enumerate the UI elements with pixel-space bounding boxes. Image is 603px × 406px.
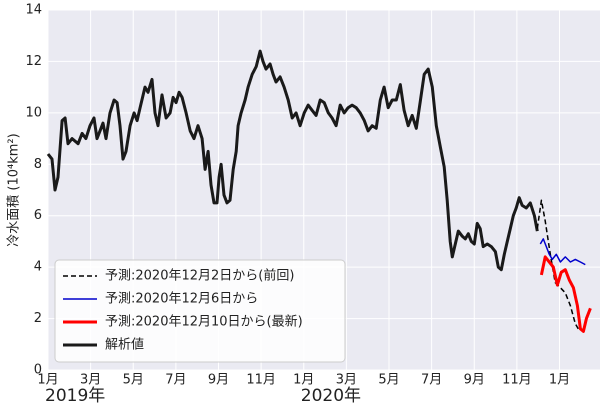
y-tick-label: 14 (25, 3, 42, 18)
y-tick-label: 2 (34, 311, 42, 326)
y-tick-label: 12 (25, 54, 42, 69)
x-tick-label: 9月 (464, 373, 485, 388)
y-tick-label: 6 (34, 208, 42, 223)
x-tick-label: 3月 (336, 373, 357, 388)
legend-label: 予測:2020年12月10日から(最新) (105, 314, 303, 330)
x-tick-label: 7月 (421, 373, 442, 388)
x-tick-label: 3月 (80, 373, 101, 388)
legend-label: 予測:2020年12月6日から (105, 292, 258, 307)
x-tick-label: 11月 (246, 373, 276, 388)
year-label: 2020年 (301, 386, 361, 406)
legend-label: 予測:2020年12月2日から(前回) (105, 268, 294, 284)
x-tick-label: 7月 (165, 373, 186, 388)
x-tick-label: 5月 (123, 373, 144, 388)
y-tick-label: 8 (34, 157, 42, 172)
legend-box (54, 259, 346, 363)
legend-label: 解析値 (105, 337, 144, 353)
y-tick-label: 0 (34, 363, 42, 378)
y-axis-label: 冷水面積 (10⁴km²) (7, 133, 22, 246)
x-tick-label: 11月 (502, 373, 532, 388)
line (539, 255, 592, 333)
x-tick-label: 9月 (208, 373, 229, 388)
x-tick-label: 1月 (293, 373, 314, 388)
year-label: 2019年 (45, 386, 105, 406)
x-tick-label: 1月 (37, 373, 58, 388)
line (539, 238, 586, 266)
y-tick-label: 10 (25, 105, 42, 120)
y-tick-label: 4 (34, 260, 42, 275)
x-tick-label: 5月 (378, 373, 399, 388)
line (46, 49, 539, 272)
x-tick-label: 1月 (549, 373, 570, 388)
